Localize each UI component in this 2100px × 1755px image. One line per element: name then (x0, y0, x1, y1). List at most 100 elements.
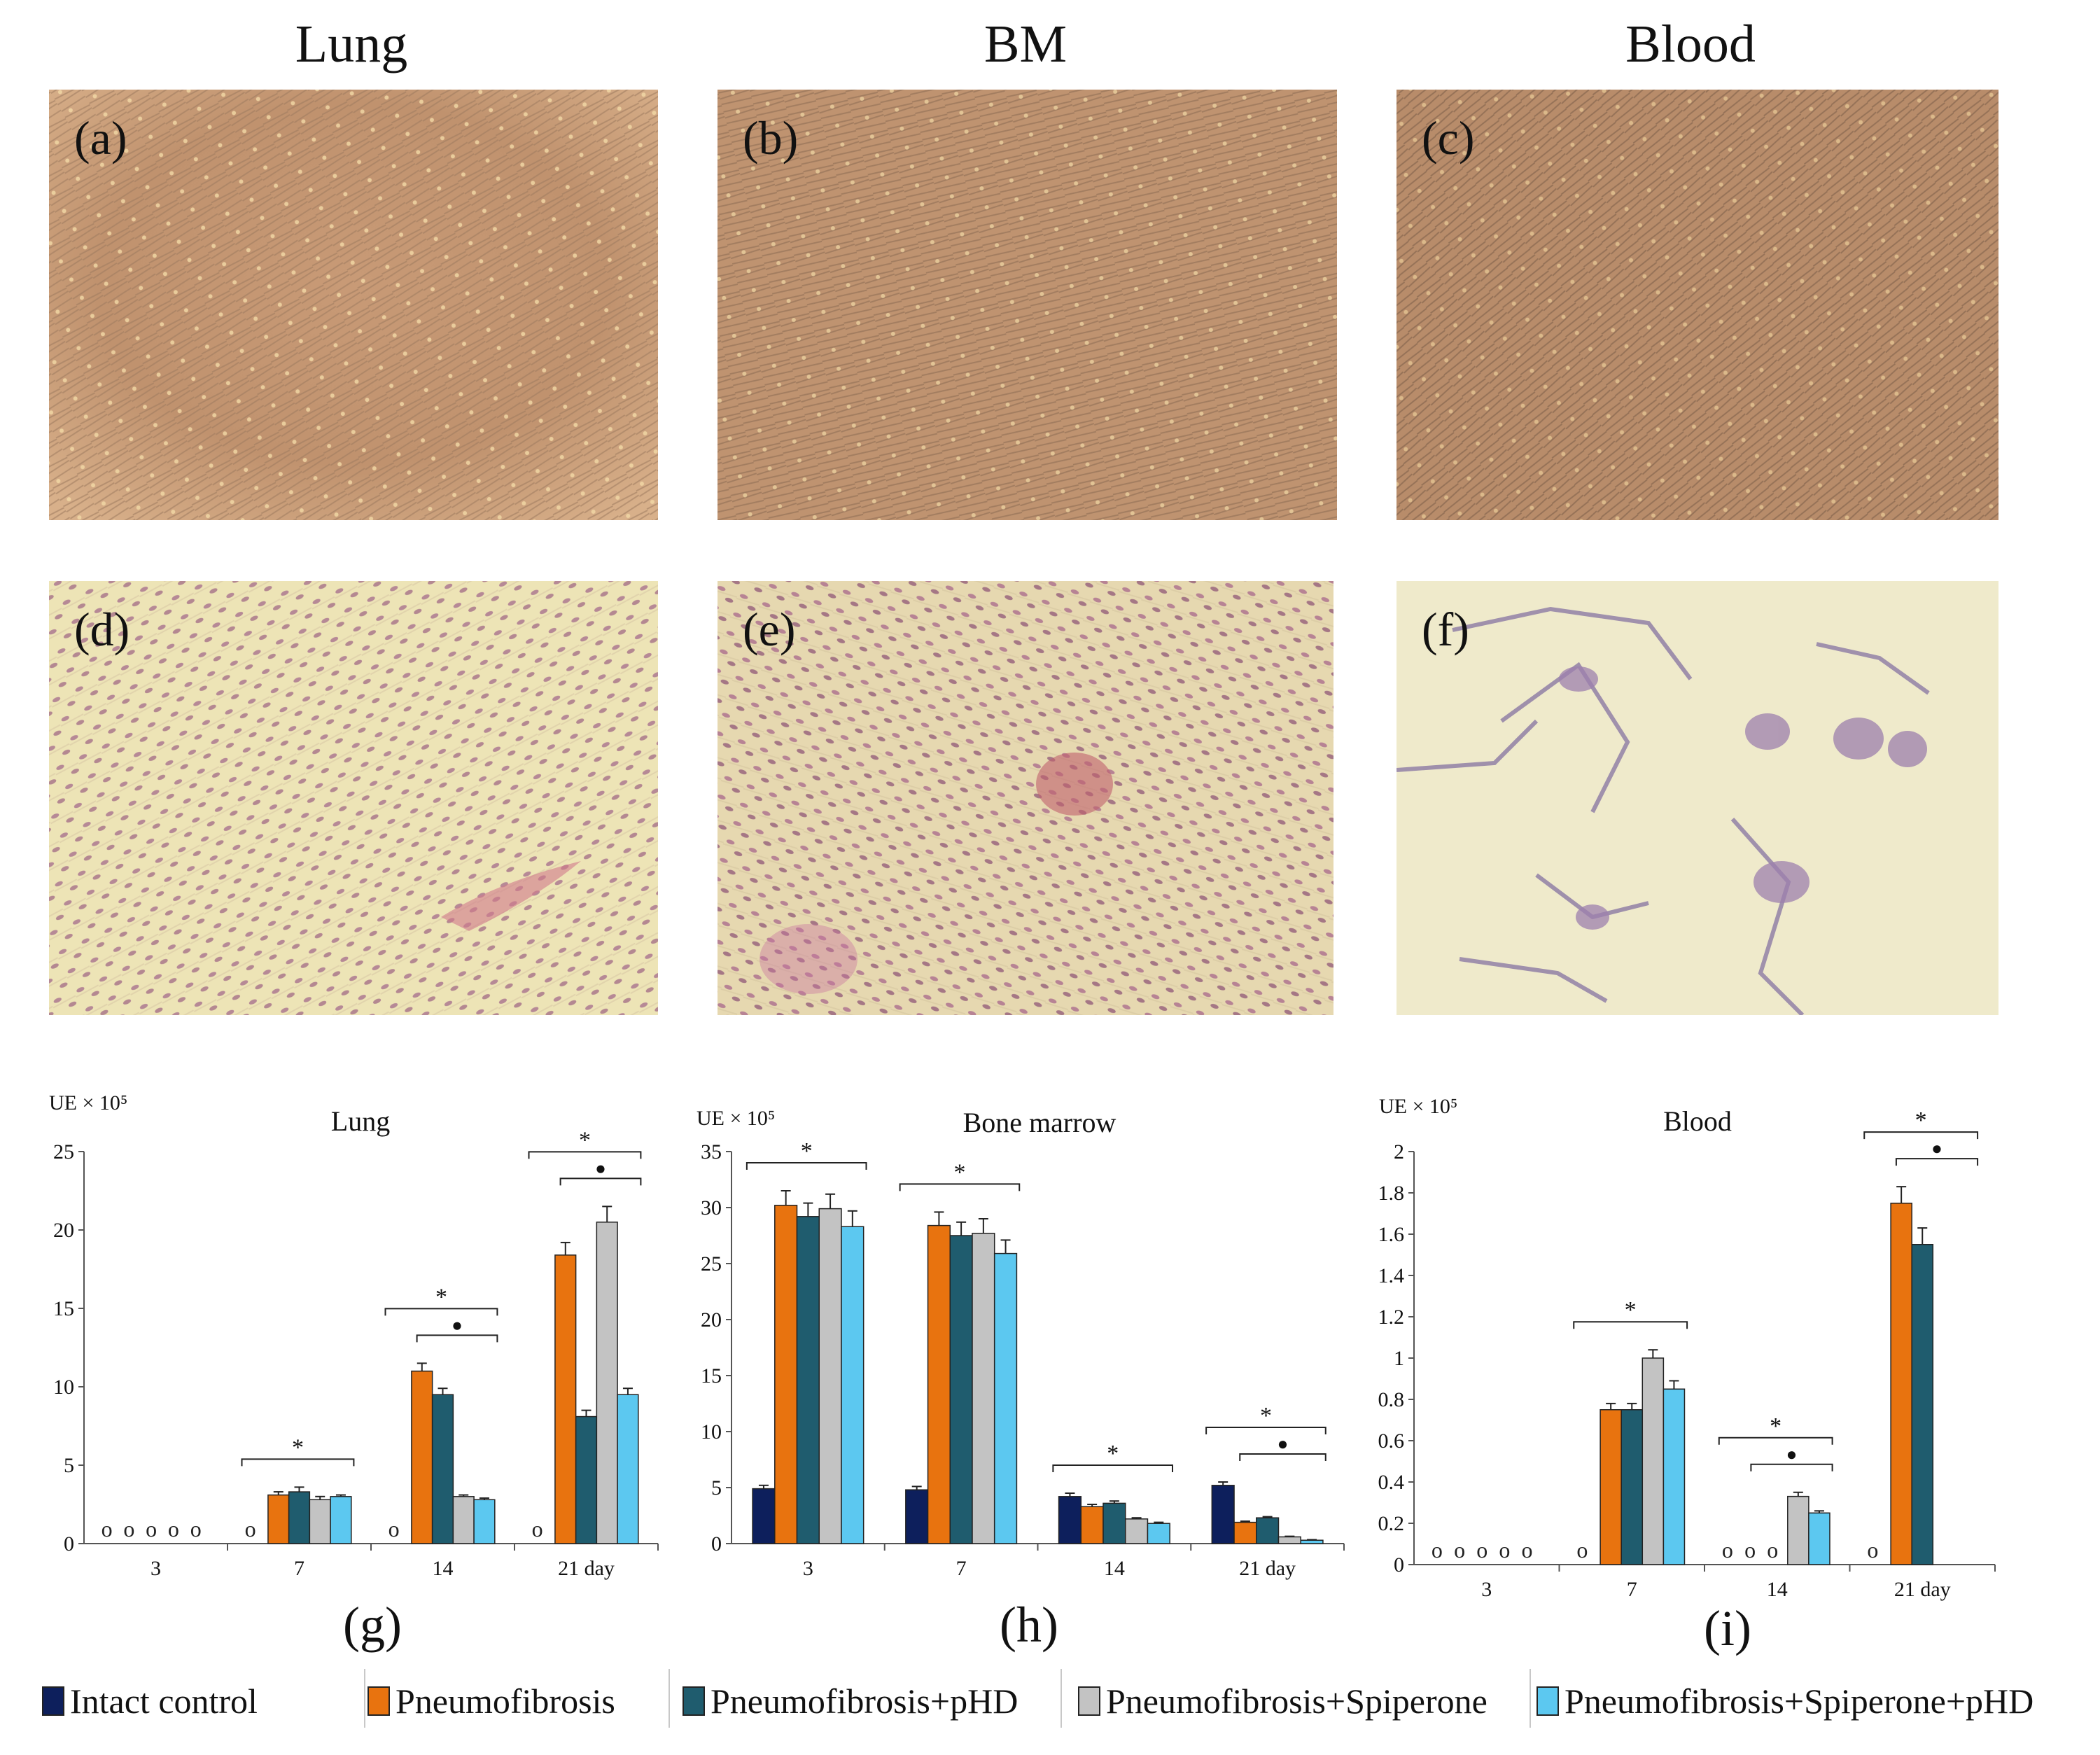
photo-e-label: (e) (743, 603, 796, 656)
bar (431, 1394, 454, 1544)
photo-e-image (718, 581, 1334, 1015)
photo-a: (a) (49, 90, 658, 520)
chart-title: Lung (331, 1105, 390, 1137)
zero-marker: o (168, 1516, 179, 1541)
bar (1080, 1506, 1104, 1544)
bar (1300, 1539, 1324, 1544)
bar (1642, 1357, 1665, 1565)
bar (452, 1496, 475, 1544)
significance-symbol: * (801, 1138, 813, 1164)
bar (949, 1235, 973, 1544)
legend-item-pneumo: Pneumofibrosis (368, 1666, 615, 1736)
photo-a-label: (a) (74, 111, 127, 165)
legend-swatch-pneumo-spip-phd (1536, 1686, 1559, 1716)
bar (1620, 1409, 1644, 1565)
chart-bone-marrow-svg: Bone marrow UE × 10⁵ 0 5 10 15 20 25 30 35 3 7 14 21 … (696, 1107, 1345, 1580)
significance-symbol: ● (1278, 1434, 1289, 1454)
legend-swatch-pneumo-phd (682, 1686, 705, 1716)
significance-bracket (528, 1151, 642, 1159)
significance-bracket (1052, 1464, 1173, 1472)
y-tick-label: 1 (1394, 1347, 1404, 1370)
bar (473, 1499, 496, 1544)
significance-bracket (1863, 1131, 1979, 1140)
significance-symbol: * (1260, 1403, 1272, 1429)
bar (309, 1499, 331, 1544)
legend-label-intact: Intact control (70, 1681, 258, 1721)
x-tick-label: 21 day (1239, 1557, 1296, 1580)
zero-marker: o (1522, 1537, 1533, 1562)
bar (330, 1496, 352, 1544)
bar (796, 1216, 820, 1544)
legend-divider (1530, 1669, 1531, 1728)
photo-f-label: (f) (1422, 603, 1469, 656)
y-axis-label: UE × 10⁵ (49, 1091, 127, 1114)
significance-symbol: * (1625, 1297, 1637, 1323)
bar (752, 1488, 776, 1544)
y-tick-label: 0 (64, 1532, 74, 1555)
zero-marker: o (1744, 1537, 1756, 1562)
x-tick-label: 3 (803, 1557, 813, 1580)
y-tick-label: 1.6 (1378, 1223, 1405, 1246)
y-tick-label: 0.8 (1378, 1388, 1405, 1411)
x-tick-label: 7 (956, 1557, 967, 1580)
y-tick-label: 15 (701, 1364, 722, 1387)
significance-bracket (899, 1183, 1021, 1191)
y-tick-label: 25 (701, 1252, 722, 1275)
significance-symbol: * (953, 1159, 965, 1185)
legend-item-pneumo-spip: Pneumofibrosis+Spiperone (1078, 1666, 1488, 1736)
photo-a-image (49, 90, 658, 520)
panel-label-i: (i) (1704, 1600, 1751, 1656)
photo-d-label: (d) (74, 603, 130, 656)
legend-swatch-intact (42, 1686, 64, 1716)
significance-symbol: * (1915, 1107, 1927, 1133)
significance-bracket (1718, 1436, 1833, 1445)
chart-title: Blood (1663, 1105, 1732, 1137)
bar (905, 1489, 929, 1544)
significance-symbol: ● (595, 1158, 606, 1178)
y-tick-label: 5 (711, 1476, 722, 1499)
column-title-blood: Blood (1625, 15, 1756, 74)
legend-label-pneumo: Pneumofibrosis (396, 1681, 615, 1721)
chart-title: Bone marrow (963, 1107, 1116, 1138)
significance-bracket (1573, 1321, 1688, 1329)
x-tick-label: 3 (150, 1557, 161, 1580)
legend-item-pneumo-spip-phd: Pneumofibrosis+Spiperone+pHD (1536, 1666, 2033, 1736)
legend-label-pneumo-phd: Pneumofibrosis+pHD (710, 1681, 1018, 1721)
zero-marker: o (245, 1516, 256, 1541)
photo-e: (e) (718, 581, 1334, 1015)
x-tick-label: 14 (1767, 1578, 1788, 1601)
bar (1058, 1496, 1082, 1544)
bar (1124, 1518, 1149, 1544)
significance-bracket (241, 1458, 355, 1467)
zero-marker: o (1867, 1537, 1878, 1562)
photo-c-label: (c) (1422, 111, 1475, 165)
x-tick-label: 14 (433, 1557, 454, 1580)
significance-bracket (746, 1162, 867, 1170)
legend-item-pneumo-phd: Pneumofibrosis+pHD (682, 1666, 1018, 1736)
bar (1662, 1388, 1686, 1565)
chart-bone-marrow: Bone marrow UE × 10⁵ 0 5 10 15 20 25 30 35 3 7 14 21 … (690, 1089, 1354, 1593)
significance-symbol: * (435, 1284, 447, 1310)
zero-marker: o (1432, 1537, 1443, 1562)
bar (1211, 1485, 1235, 1544)
zero-marker: o (1499, 1537, 1510, 1562)
y-tick-label: 30 (701, 1196, 722, 1219)
y-tick-label: 0 (711, 1532, 722, 1555)
zero-marker: o (1476, 1537, 1488, 1562)
significance-bracket (1205, 1427, 1326, 1434)
zero-marker: o (190, 1516, 202, 1541)
y-tick-label: 20 (53, 1219, 74, 1242)
y-tick-label: 5 (64, 1454, 74, 1477)
photo-b-label: (b) (743, 111, 799, 165)
bar (774, 1205, 798, 1544)
x-tick-label: 7 (1627, 1578, 1637, 1601)
bar (927, 1224, 951, 1544)
bar (554, 1254, 577, 1544)
legend: Intact control Pneumofibrosis Pneumofibr… (35, 1666, 2079, 1736)
bar (617, 1394, 639, 1544)
significance-bracket (559, 1177, 642, 1186)
zero-marker: o (102, 1516, 113, 1541)
column-title-bm: BM (983, 15, 1068, 74)
photo-f-image (1396, 581, 1998, 1015)
